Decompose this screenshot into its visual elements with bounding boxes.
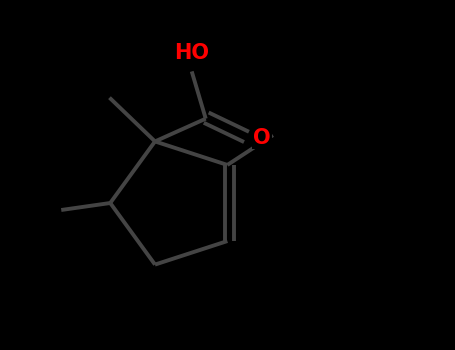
- Text: HO: HO: [174, 43, 209, 63]
- Text: O: O: [253, 128, 271, 148]
